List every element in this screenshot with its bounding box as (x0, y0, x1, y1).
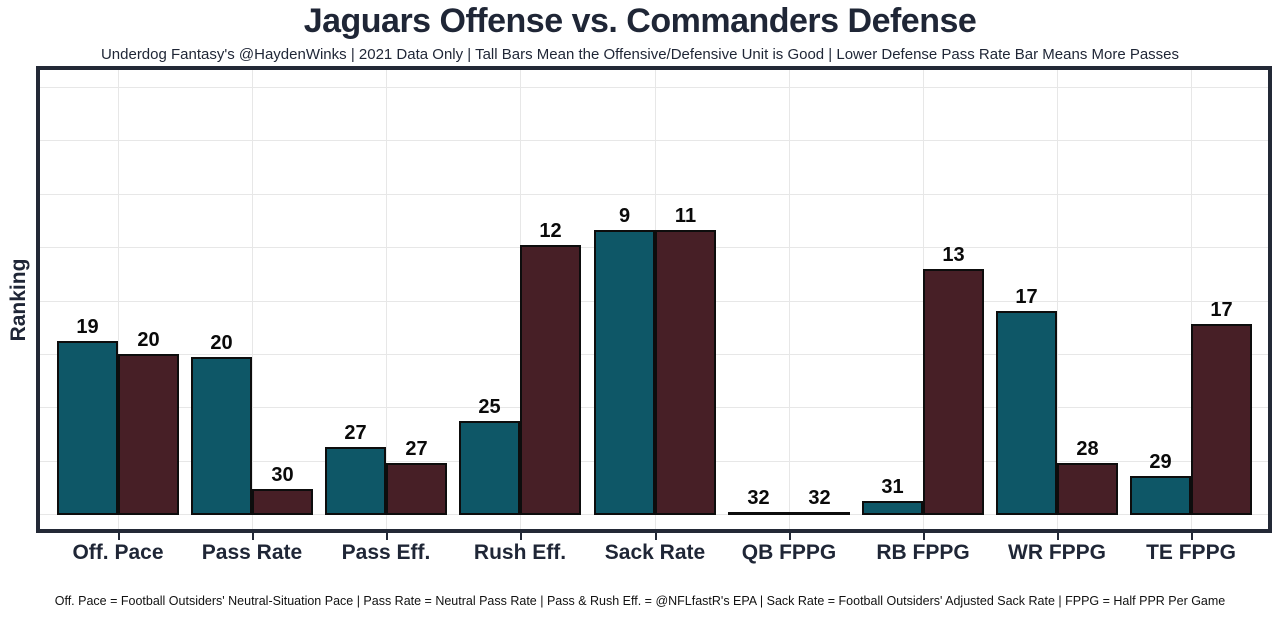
h-gridline (40, 194, 1268, 195)
h-gridline (40, 87, 1268, 88)
value-label: 20 (210, 332, 233, 354)
value-label: 32 (808, 487, 831, 509)
value-label: 31 (881, 476, 904, 498)
category-label-9: TE FPPG (1146, 541, 1236, 564)
v-gridline (118, 70, 119, 529)
chart-title: Jaguars Offense vs. Commanders Defense (303, 2, 977, 40)
plot-area: 19 20 20 30 27 27 25 12 9 11 32 32 31 13 17 28 29 17 (40, 70, 1268, 529)
defense-bar-4 (520, 245, 581, 515)
offense-bar-1 (57, 341, 118, 515)
defense-bar-9 (1191, 324, 1252, 515)
defense-bar-2 (252, 489, 313, 515)
value-label: 17 (1015, 286, 1038, 308)
plot-panel: 19 20 20 30 27 27 25 12 9 11 32 32 31 13 17 28 29 17 (36, 66, 1272, 533)
category-label-5: Sack Rate (604, 541, 706, 564)
offense-bar-3 (325, 447, 386, 515)
defense-bar-8 (1057, 463, 1118, 515)
category-label-3: Pass Eff. (341, 541, 431, 564)
defense-bar-7 (923, 269, 984, 515)
x-axis-tick (1191, 533, 1193, 540)
value-label: 20 (137, 329, 160, 351)
defense-bar-1 (118, 354, 179, 515)
value-label: 32 (747, 487, 770, 509)
offense-bar-8 (996, 311, 1057, 515)
value-label: 30 (271, 464, 294, 486)
v-gridline (386, 70, 387, 529)
value-label: 25 (478, 396, 501, 418)
offense-bar-5 (594, 230, 655, 515)
v-gridline (252, 70, 253, 529)
x-axis-tick (118, 533, 120, 540)
value-label: 11 (674, 205, 697, 227)
value-label: 27 (405, 438, 428, 460)
x-axis-tick (252, 533, 254, 540)
v-gridline (1057, 70, 1058, 529)
x-axis-tick (789, 533, 791, 540)
v-gridline (789, 70, 790, 529)
h-gridline (40, 140, 1268, 141)
offense-bar-9 (1130, 476, 1191, 515)
value-label: 28 (1076, 438, 1099, 460)
value-label: 29 (1149, 451, 1172, 473)
value-label: 9 (618, 205, 631, 227)
category-label-8: WR FPPG (1008, 541, 1106, 564)
category-label-2: Pass Rate (201, 541, 303, 564)
value-label: 12 (539, 220, 562, 242)
value-label: 13 (942, 244, 965, 266)
defense-bar-6 (789, 512, 850, 515)
x-axis-tick (923, 533, 925, 540)
v-gridline (1191, 70, 1192, 529)
x-axis-tick (386, 533, 388, 540)
x-axis-tick (520, 533, 522, 540)
value-label: 27 (344, 422, 367, 444)
value-label: 17 (1210, 299, 1233, 321)
category-label-7: RB FPPG (876, 541, 970, 564)
x-axis-tick (655, 533, 657, 540)
category-label-1: Off. Pace (72, 541, 164, 564)
chart-subtitle: Underdog Fantasy's @HaydenWinks | 2021 D… (100, 46, 1180, 63)
defense-bar-3 (386, 463, 447, 515)
offense-bar-6 (728, 512, 789, 515)
y-axis-label: Ranking (7, 258, 30, 342)
offense-bar-7 (862, 501, 923, 515)
offense-bar-4 (459, 421, 520, 515)
footer-caption: Off. Pace = Football Outsiders' Neutral-… (54, 594, 1226, 608)
category-label-6: QB FPPG (741, 541, 837, 564)
category-label-4: Rush Eff. (473, 541, 567, 564)
offense-bar-2 (191, 357, 252, 515)
defense-bar-5 (655, 230, 716, 515)
x-axis-tick (1057, 533, 1059, 540)
value-label: 19 (76, 316, 99, 338)
